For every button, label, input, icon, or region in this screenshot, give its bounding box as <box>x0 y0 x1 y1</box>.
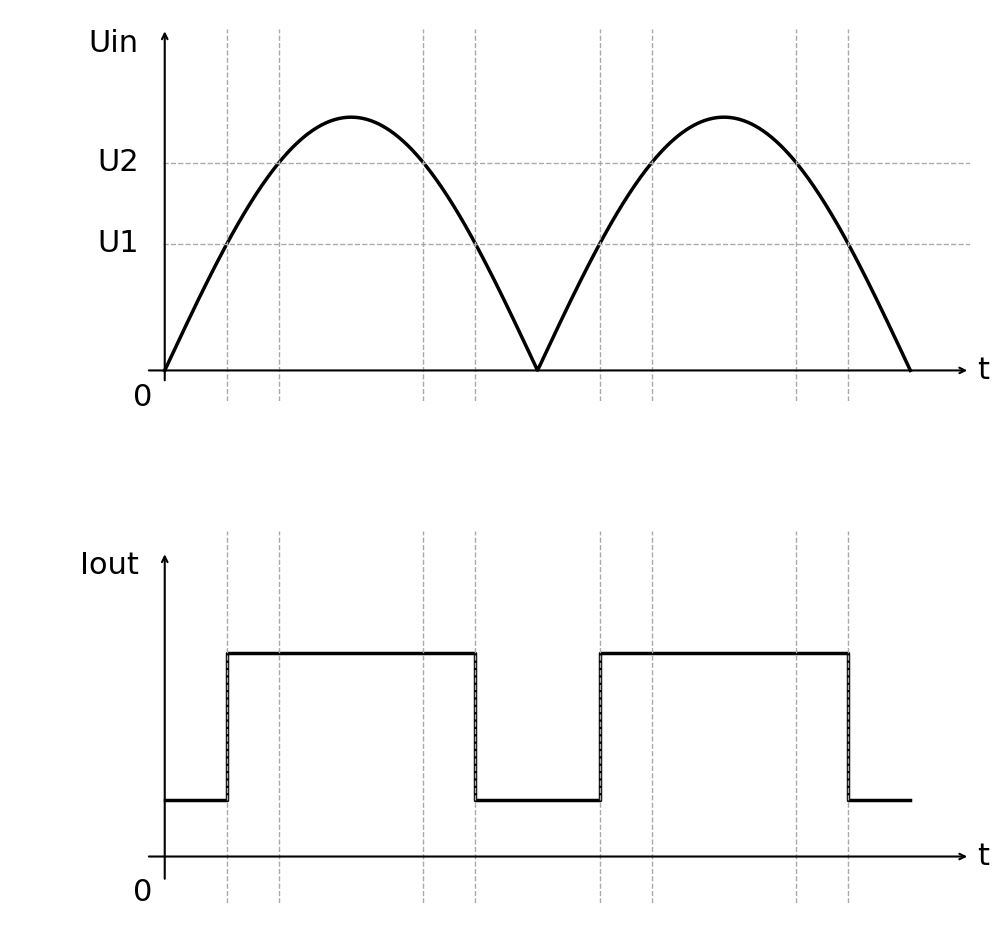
Text: t: t <box>977 842 989 871</box>
Text: Uin: Uin <box>89 29 139 57</box>
Text: t: t <box>977 356 989 385</box>
Text: 0: 0 <box>133 879 152 907</box>
Text: 0: 0 <box>133 383 152 412</box>
Text: U1: U1 <box>97 229 139 259</box>
Text: U2: U2 <box>97 148 139 177</box>
Text: Iout: Iout <box>80 552 139 580</box>
